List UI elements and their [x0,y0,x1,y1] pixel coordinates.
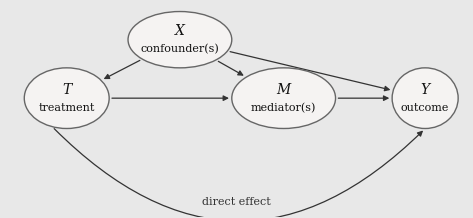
Text: X: X [175,24,185,38]
Text: treatment: treatment [38,103,95,113]
FancyArrowPatch shape [105,60,140,78]
Text: confounder(s): confounder(s) [140,44,219,54]
Text: Y: Y [420,82,429,97]
Text: T: T [62,82,71,97]
FancyArrowPatch shape [338,96,388,100]
Ellipse shape [392,68,458,128]
FancyArrowPatch shape [219,61,243,75]
Text: direct effect: direct effect [202,197,271,207]
FancyArrowPatch shape [54,129,422,218]
Ellipse shape [128,12,232,68]
Text: M: M [277,82,291,97]
Ellipse shape [24,68,109,128]
Text: mediator(s): mediator(s) [251,103,316,113]
FancyArrowPatch shape [230,52,389,91]
Ellipse shape [232,68,335,128]
Text: outcome: outcome [401,103,449,113]
FancyArrowPatch shape [112,96,228,100]
